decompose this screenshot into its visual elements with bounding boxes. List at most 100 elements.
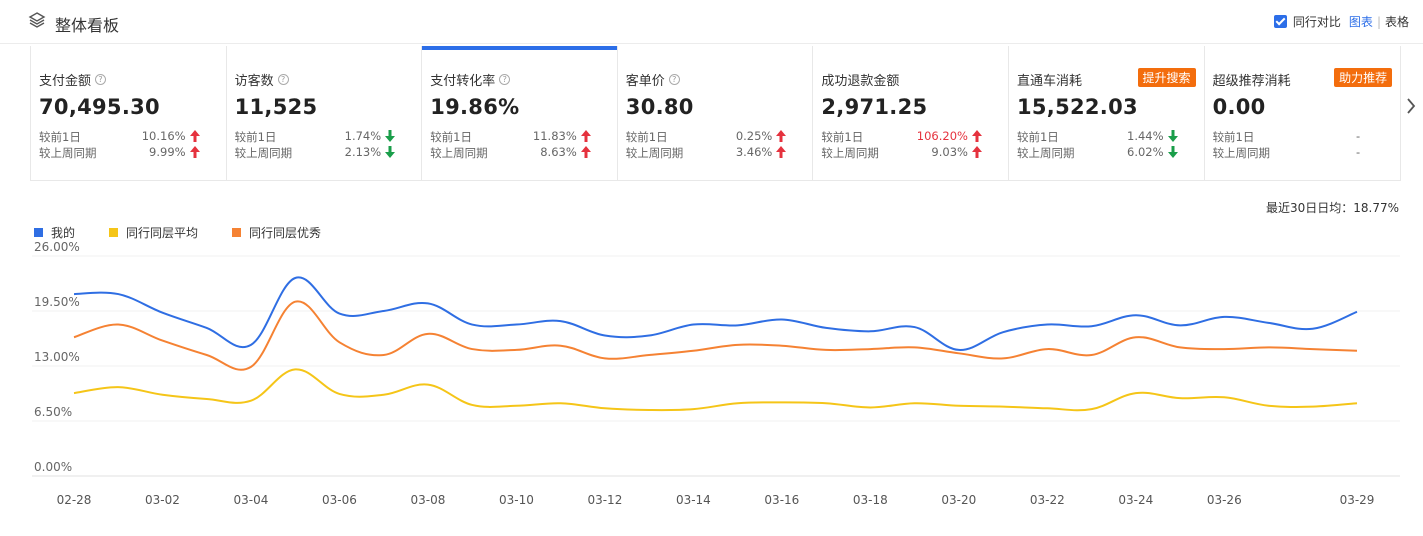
kpi-label-text: 直通车消耗: [1016, 74, 1082, 89]
help-icon[interactable]: ?: [668, 74, 680, 85]
kpi-value: 70,495.30: [39, 95, 160, 119]
compare-label: 较上周同期: [821, 146, 879, 160]
compare-label: 较前1日: [625, 130, 668, 144]
line-chart: 26.00% 19.50% 13.00% 6.50% 0.00% 02-28 03-02 03…: [32, 240, 1400, 507]
page-title: 整体看板: [55, 16, 120, 35]
x-tick-label: 03-20: [941, 493, 976, 507]
kpi-compare-week: 较上周同期 2.13%: [235, 145, 396, 161]
kpi-compare-week: 较上周同期 8.63%: [430, 145, 591, 161]
compare-label: 较上周同期: [39, 146, 97, 160]
y-tick-label: 6.50%: [34, 405, 72, 419]
compare-label: 较前1日: [821, 130, 864, 144]
kpi-label-text: 访客数: [234, 74, 274, 89]
compare-pct: 9.99%: [149, 145, 186, 159]
kpi-label-text: 支付转化率: [430, 74, 496, 89]
kpi-value: 0.00: [1212, 95, 1266, 119]
arrow-up-icon: [580, 130, 591, 142]
compare-label[interactable]: 同行对比: [1292, 15, 1341, 29]
layers-icon: [28, 12, 46, 28]
compare-value: -: [1356, 129, 1360, 145]
kpi-value: 19.86%: [430, 95, 520, 119]
arrow-up-icon: [776, 130, 787, 142]
series-line[interactable]: [73, 300, 1358, 371]
x-tick-label: 02-28: [57, 493, 92, 507]
kpi-card[interactable]: 超级推荐消耗 助力推荐 0.00 较前1日 - 较上周同期 -: [1205, 46, 1401, 180]
promo-badge[interactable]: 助力推荐: [1334, 68, 1393, 87]
kpi-card[interactable]: 支付金额? 70,495.30 较前1日 10.16% 较上周同期 9.99%: [31, 46, 227, 180]
kpi-card[interactable]: 直通车消耗 提升搜索 15,522.03 较前1日 1.44% 较上周同期 6.02%: [1009, 46, 1205, 180]
view-table-link[interactable]: 表格: [1384, 15, 1409, 29]
arrow-down-icon: [385, 146, 396, 158]
kpi-compare-day: 较前1日 106.20%: [821, 129, 982, 145]
compare-value: 10.16%: [142, 129, 200, 145]
legend-swatch: [232, 228, 242, 237]
kpi-label: 客单价?: [626, 70, 813, 89]
x-tick-label: 03-08: [410, 493, 445, 507]
compare-value: -: [1356, 145, 1360, 161]
compare-pct: 8.63%: [540, 145, 577, 159]
x-tick-label: 03-29: [1340, 493, 1375, 507]
kpi-cards: 支付金额? 70,495.30 较前1日 10.16% 较上周同期 9.99% 访客数? 11…: [30, 46, 1402, 181]
kpi-compare-day: 较前1日 11.83%: [430, 129, 591, 145]
kpi-label: 支付转化率?: [430, 70, 617, 89]
arrow-down-icon: [1167, 146, 1178, 158]
kpi-card[interactable]: 客单价? 30.80 较前1日 0.25% 较上周同期 3.46%: [618, 46, 814, 180]
kpi-compare-day: 较前1日 1.44%: [1017, 129, 1178, 145]
arrow-up-icon: [971, 146, 982, 158]
compare-value: 2.13%: [344, 145, 396, 161]
view-chart-link[interactable]: 图表: [1348, 15, 1373, 29]
chevron-right-icon[interactable]: [1404, 96, 1418, 116]
arrow-down-icon: [1167, 130, 1178, 142]
compare-pct: 11.83%: [532, 129, 577, 143]
arrow-up-icon: [189, 146, 200, 158]
kpi-compare-week: 较上周同期 9.03%: [821, 145, 982, 161]
compare-label: 较前1日: [39, 130, 81, 144]
compare-value: 1.44%: [1127, 129, 1178, 145]
x-tick-label: 03-02: [145, 493, 180, 507]
x-tick-label: 03-04: [234, 493, 269, 507]
compare-pct: 6.02%: [1127, 145, 1164, 159]
help-icon[interactable]: ?: [277, 74, 289, 85]
kpi-card[interactable]: 访客数? 11,525 较前1日 1.74% 较上周同期 2.13%: [227, 46, 423, 180]
kpi-compare-day: 较前1日 -: [1213, 129, 1361, 145]
y-tick-label: 13.00%: [34, 350, 80, 364]
dashboard-header: 整体看板 同行对比 图表 | 表格: [0, 0, 1423, 44]
compare-checkbox[interactable]: [1273, 15, 1287, 28]
help-icon[interactable]: ?: [95, 74, 107, 85]
kpi-label-text: 超级推荐消耗: [1212, 74, 1291, 89]
series-line[interactable]: [73, 368, 1358, 412]
legend-item[interactable]: 我的: [34, 224, 75, 241]
kpi-value: 11,525: [234, 95, 318, 119]
kpi-card[interactable]: 支付转化率? 19.86% 较前1日 11.83% 较上周同期 8.63%: [422, 46, 618, 180]
legend-label: 同行同层优秀: [249, 226, 322, 240]
compare-label: 较上周同期: [1016, 146, 1075, 160]
compare-pct: 1.74%: [344, 129, 382, 143]
chart-legend: 我的 同行同层平均 同行同层优秀: [34, 224, 355, 241]
kpi-card[interactable]: 成功退款金额 2,971.25 较前1日 106.20% 较上周同期 9.03%: [813, 46, 1009, 180]
x-tick-label: 03-26: [1207, 493, 1242, 507]
promo-badge[interactable]: 提升搜索: [1137, 68, 1196, 87]
x-tick-label: 03-10: [499, 493, 534, 507]
arrow-up-icon: [971, 130, 982, 142]
kpi-label-text: 客单价: [625, 74, 665, 89]
compare-value: 9.99%: [149, 145, 200, 161]
kpi-label-text: 支付金额: [39, 74, 92, 89]
help-icon[interactable]: ?: [499, 74, 511, 85]
compare-label: 较前1日: [1212, 130, 1255, 144]
y-tick-label: 0.00%: [34, 460, 72, 474]
legend-item[interactable]: 同行同层优秀: [232, 224, 321, 241]
kpi-value: 30.80: [625, 95, 694, 119]
compare-value: 11.83%: [532, 129, 591, 145]
x-tick-label: 03-14: [676, 493, 711, 507]
legend-label: 我的: [51, 226, 76, 240]
series-line[interactable]: [73, 276, 1358, 351]
compare-pct: 2.13%: [344, 145, 382, 159]
compare-label: 较前1日: [430, 130, 473, 144]
kpi-label: 直通车消耗: [1017, 70, 1204, 89]
compare-label: 较上周同期: [1212, 146, 1271, 160]
compare-pct: -: [1356, 129, 1361, 143]
legend-item[interactable]: 同行同层平均: [109, 224, 198, 241]
kpi-value: 15,522.03: [1016, 95, 1138, 119]
compare-pct: 3.46%: [735, 145, 773, 159]
x-tick-label: 03-24: [1118, 493, 1153, 507]
